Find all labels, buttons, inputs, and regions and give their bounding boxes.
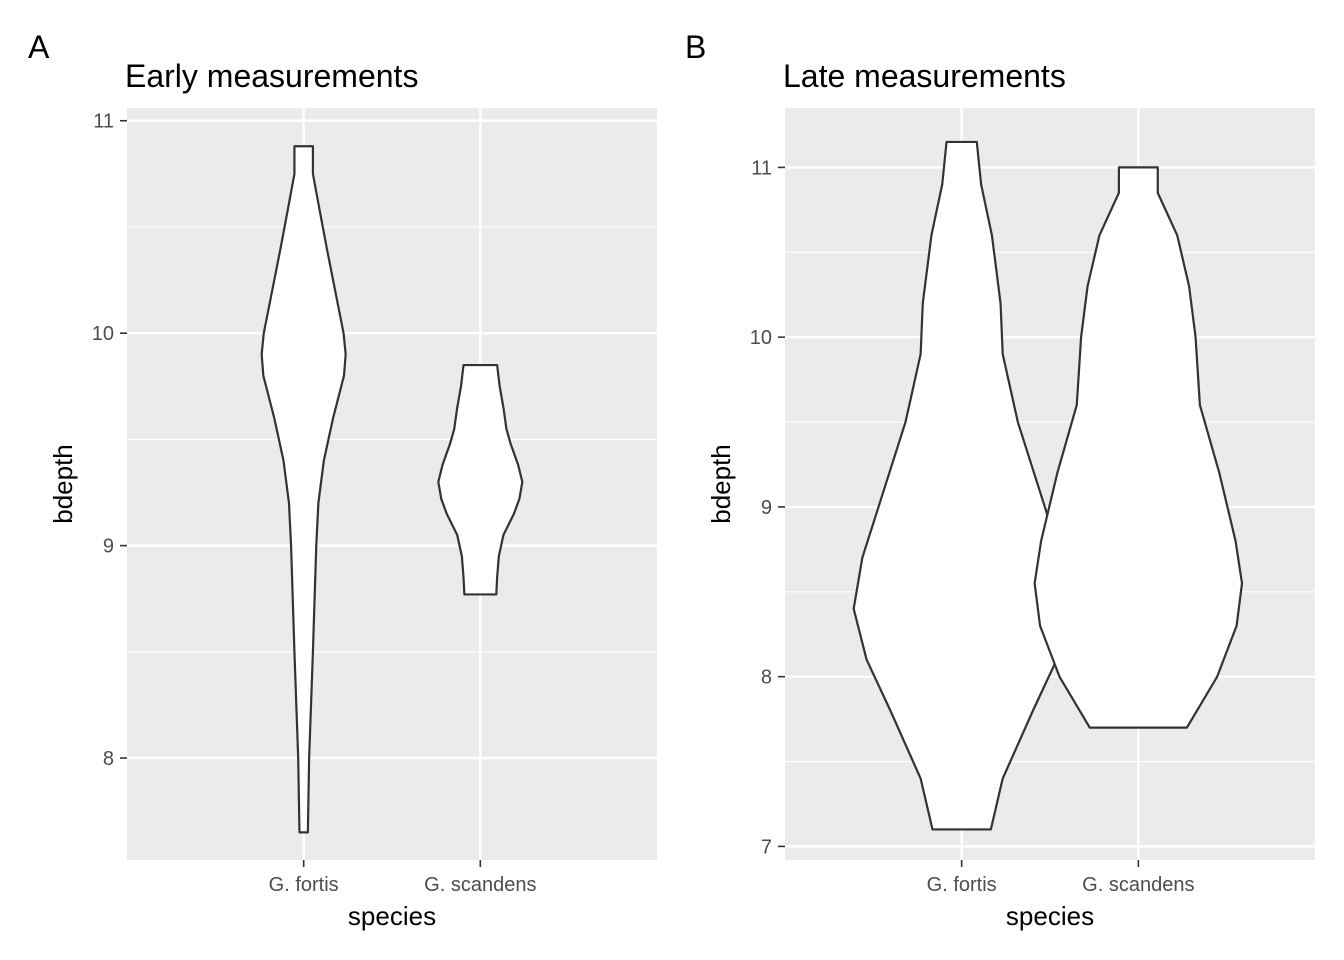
y-tick-label: 11 — [93, 111, 114, 133]
y-axis-label: bdepth — [48, 444, 78, 524]
x-axis-label: species — [1006, 901, 1094, 931]
y-tick-label: 8 — [103, 748, 114, 770]
y-tick-label: 10 — [92, 323, 114, 345]
y-tick-label: 8 — [761, 667, 772, 689]
panel-title: Late measurements — [783, 58, 1066, 94]
y-tick-label: 9 — [761, 497, 772, 519]
x-tick-label: G. fortis — [927, 874, 997, 896]
violin-fortis — [260, 145, 347, 834]
panel-tag: B — [685, 29, 706, 65]
x-tick-label: G. fortis — [269, 874, 339, 896]
y-tick-label: 10 — [750, 327, 772, 349]
y-tick-label: 7 — [761, 836, 772, 858]
panel-background — [785, 108, 1315, 860]
x-tick-label: G. scandens — [424, 874, 536, 896]
y-tick-label: 9 — [103, 536, 114, 558]
panel-tag: A — [28, 29, 50, 65]
violin-scandens — [1033, 166, 1244, 729]
y-tick-label: 11 — [751, 157, 772, 179]
x-tick-label: G. scandens — [1082, 874, 1194, 896]
panel-title: Early measurements — [125, 58, 418, 94]
y-axis-label: bdepth — [706, 444, 736, 524]
panel-a: 8 9 10 11 G. fortis G. scandens A Early measure… — [28, 29, 657, 931]
x-axis-label: species — [348, 901, 436, 931]
panel-b: 7 8 9 10 11 G. fortis G. scandens B Late measure… — [685, 29, 1315, 931]
panel-background — [127, 108, 657, 860]
violin-scandens — [437, 363, 524, 596]
